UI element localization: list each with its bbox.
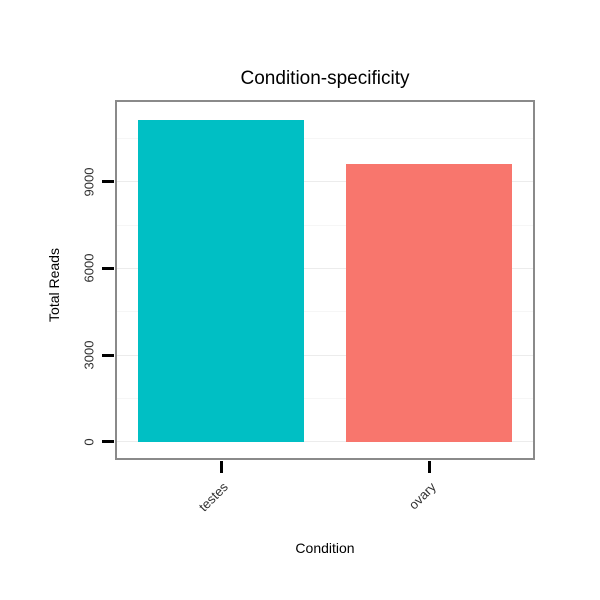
plot-panel xyxy=(115,100,535,460)
gridline-minor xyxy=(117,311,533,313)
gridline-minor xyxy=(117,397,533,399)
bar-testes xyxy=(137,119,305,442)
y-tick-label: 9000 xyxy=(81,167,97,197)
x-tick-mark xyxy=(427,461,431,473)
y-tick-label: 6000 xyxy=(81,253,97,283)
gridline-minor xyxy=(117,137,533,139)
y-tick-label: 3000 xyxy=(81,340,97,370)
x-tick-mark xyxy=(219,461,223,473)
gridline-major xyxy=(117,354,533,356)
y-tick-mark xyxy=(102,440,114,444)
y-tick-mark xyxy=(102,353,114,357)
gridline-major xyxy=(117,441,533,443)
y-axis-title: Total Reads xyxy=(46,248,62,322)
gridline-major xyxy=(117,181,533,183)
gridline-minor xyxy=(117,224,533,226)
y-tick-mark xyxy=(102,266,114,270)
gridline-major xyxy=(117,267,533,269)
bar-ovary xyxy=(345,164,513,442)
x-axis-title: Condition xyxy=(295,540,355,556)
chart-title: Condition-specificity xyxy=(240,68,410,89)
y-tick-mark xyxy=(102,180,114,184)
y-tick-label: 0 xyxy=(81,438,97,446)
